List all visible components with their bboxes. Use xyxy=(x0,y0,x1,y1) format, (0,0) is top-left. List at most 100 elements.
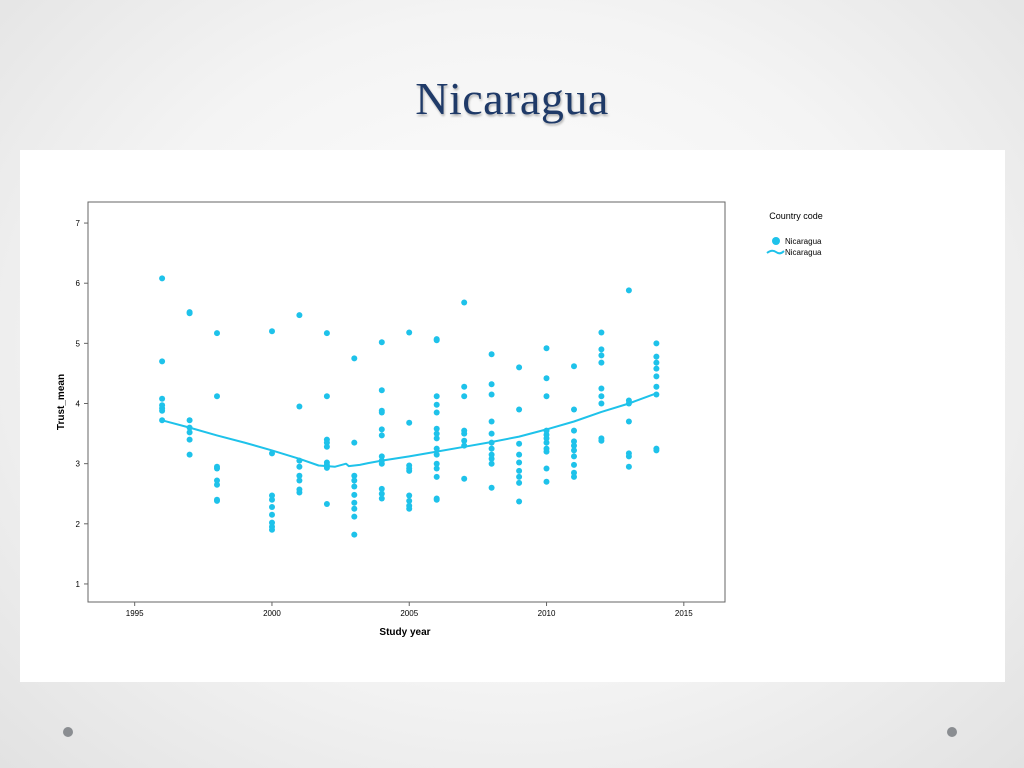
x-tick-label: 2015 xyxy=(675,609,693,618)
data-point xyxy=(296,457,303,464)
data-point xyxy=(406,492,413,499)
data-point xyxy=(296,477,303,484)
y-tick-label: 6 xyxy=(76,279,81,288)
data-point xyxy=(296,403,303,410)
data-point xyxy=(433,496,440,503)
data-point xyxy=(461,393,468,400)
data-point xyxy=(571,363,577,370)
data-point xyxy=(543,478,550,485)
data-point xyxy=(571,406,577,413)
data-point xyxy=(323,439,330,446)
data-point xyxy=(186,310,193,317)
data-point xyxy=(406,497,413,504)
y-tick-label: 2 xyxy=(76,520,81,529)
data-point xyxy=(351,491,358,498)
data-point xyxy=(378,495,385,502)
data-point xyxy=(406,419,413,426)
legend: Country code Nicaragua Nicaragua xyxy=(766,211,823,257)
data-point xyxy=(653,447,660,454)
data-point xyxy=(516,459,523,466)
data-point xyxy=(488,484,495,491)
data-point xyxy=(488,455,495,462)
data-point xyxy=(461,299,468,306)
data-point xyxy=(351,472,358,479)
data-point xyxy=(598,393,605,400)
plot-frame xyxy=(87,201,726,603)
legend-line-icon xyxy=(766,249,785,255)
data-point xyxy=(488,381,495,388)
data-point xyxy=(543,393,550,400)
data-point xyxy=(269,496,275,503)
data-point xyxy=(351,355,358,362)
data-point xyxy=(406,467,413,474)
data-point xyxy=(571,447,577,454)
data-point xyxy=(351,531,358,538)
data-point xyxy=(433,337,440,344)
data-point xyxy=(543,427,550,434)
data-point xyxy=(296,312,303,319)
points-layer xyxy=(159,275,660,538)
legend-marker-icon xyxy=(772,237,780,245)
data-point xyxy=(351,483,358,490)
data-point xyxy=(488,418,495,425)
data-point xyxy=(488,391,495,398)
data-point xyxy=(516,479,523,486)
legend-entry-line: Nicaragua xyxy=(785,248,822,257)
data-point xyxy=(543,465,550,472)
data-point xyxy=(406,505,413,512)
data-point xyxy=(598,400,605,407)
data-point xyxy=(159,407,166,414)
data-point xyxy=(269,519,275,526)
y-tick-label: 4 xyxy=(76,400,81,409)
fit-line xyxy=(161,392,657,468)
data-point xyxy=(653,359,660,366)
data-point xyxy=(598,346,605,353)
data-point xyxy=(186,429,193,436)
data-point xyxy=(433,393,440,400)
data-point xyxy=(186,417,193,424)
data-point xyxy=(159,275,166,282)
data-point xyxy=(186,424,193,431)
data-point xyxy=(488,439,495,446)
slide-decoration-dot xyxy=(63,727,73,737)
x-tick-label: 2010 xyxy=(538,609,556,618)
x-tick-label: 2000 xyxy=(263,609,281,618)
data-point xyxy=(461,430,468,437)
x-axis: 1995 2000 2005 2010 2015 xyxy=(126,602,693,618)
data-point xyxy=(433,460,440,467)
data-point xyxy=(296,463,303,470)
data-point xyxy=(543,375,550,382)
data-point xyxy=(433,409,440,416)
data-point xyxy=(214,465,220,472)
data-point xyxy=(351,439,358,446)
data-point xyxy=(625,463,632,470)
data-point xyxy=(461,442,468,449)
data-point xyxy=(488,430,495,437)
data-point xyxy=(433,430,440,437)
data-point xyxy=(323,501,330,507)
data-point xyxy=(488,351,495,358)
data-point xyxy=(598,437,605,444)
data-point xyxy=(214,477,220,484)
data-point xyxy=(323,443,330,450)
data-point xyxy=(543,448,550,455)
data-point xyxy=(433,451,440,458)
x-tick-label: 2005 xyxy=(400,609,418,618)
data-point xyxy=(378,409,385,416)
data-point xyxy=(159,358,166,365)
data-point xyxy=(269,504,275,510)
x-tick-label: 1995 xyxy=(126,609,144,618)
legend-title: Country code xyxy=(769,211,823,221)
data-point xyxy=(351,513,358,520)
data-point xyxy=(516,473,523,480)
data-point xyxy=(323,464,330,471)
data-point xyxy=(214,481,220,488)
data-point xyxy=(269,526,275,533)
data-point xyxy=(378,339,385,346)
data-point xyxy=(378,490,385,497)
data-point xyxy=(653,353,660,360)
data-point xyxy=(461,437,468,444)
data-point xyxy=(378,387,385,394)
data-point xyxy=(543,345,550,352)
data-point xyxy=(571,427,577,434)
